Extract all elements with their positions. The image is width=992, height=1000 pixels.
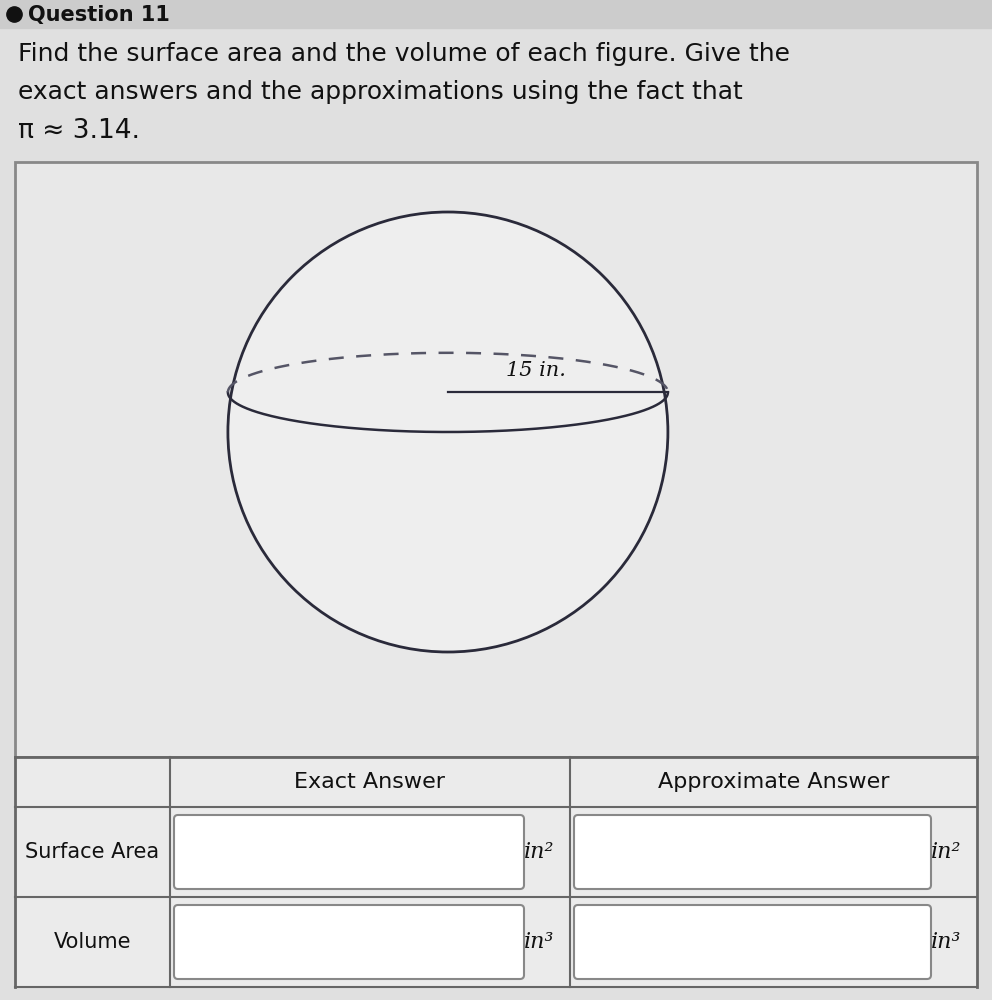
Text: in²: in² (931, 841, 961, 863)
FancyBboxPatch shape (574, 815, 931, 889)
Text: π ≈ 3.14.: π ≈ 3.14. (18, 118, 140, 144)
Circle shape (228, 212, 668, 652)
FancyBboxPatch shape (174, 815, 524, 889)
Text: Surface Area: Surface Area (26, 842, 160, 862)
Text: in³: in³ (524, 931, 555, 953)
FancyBboxPatch shape (174, 905, 524, 979)
Text: in³: in³ (931, 931, 961, 953)
Text: Question 11: Question 11 (28, 5, 170, 25)
Text: Exact Answer: Exact Answer (295, 772, 445, 792)
Bar (0, 0, 992, 28)
Text: Find the surface area and the volume of each figure. Give the: Find the surface area and the volume of … (18, 42, 790, 66)
Text: Approximate Answer: Approximate Answer (658, 772, 889, 792)
Text: exact answers and the approximations using the fact that: exact answers and the approximations usi… (18, 80, 743, 104)
Bar (15, 757, 977, 987)
Text: in²: in² (524, 841, 555, 863)
Text: 15 in.: 15 in. (506, 361, 565, 380)
Bar (15, 162, 977, 757)
FancyBboxPatch shape (574, 905, 931, 979)
Text: Volume: Volume (54, 932, 131, 952)
